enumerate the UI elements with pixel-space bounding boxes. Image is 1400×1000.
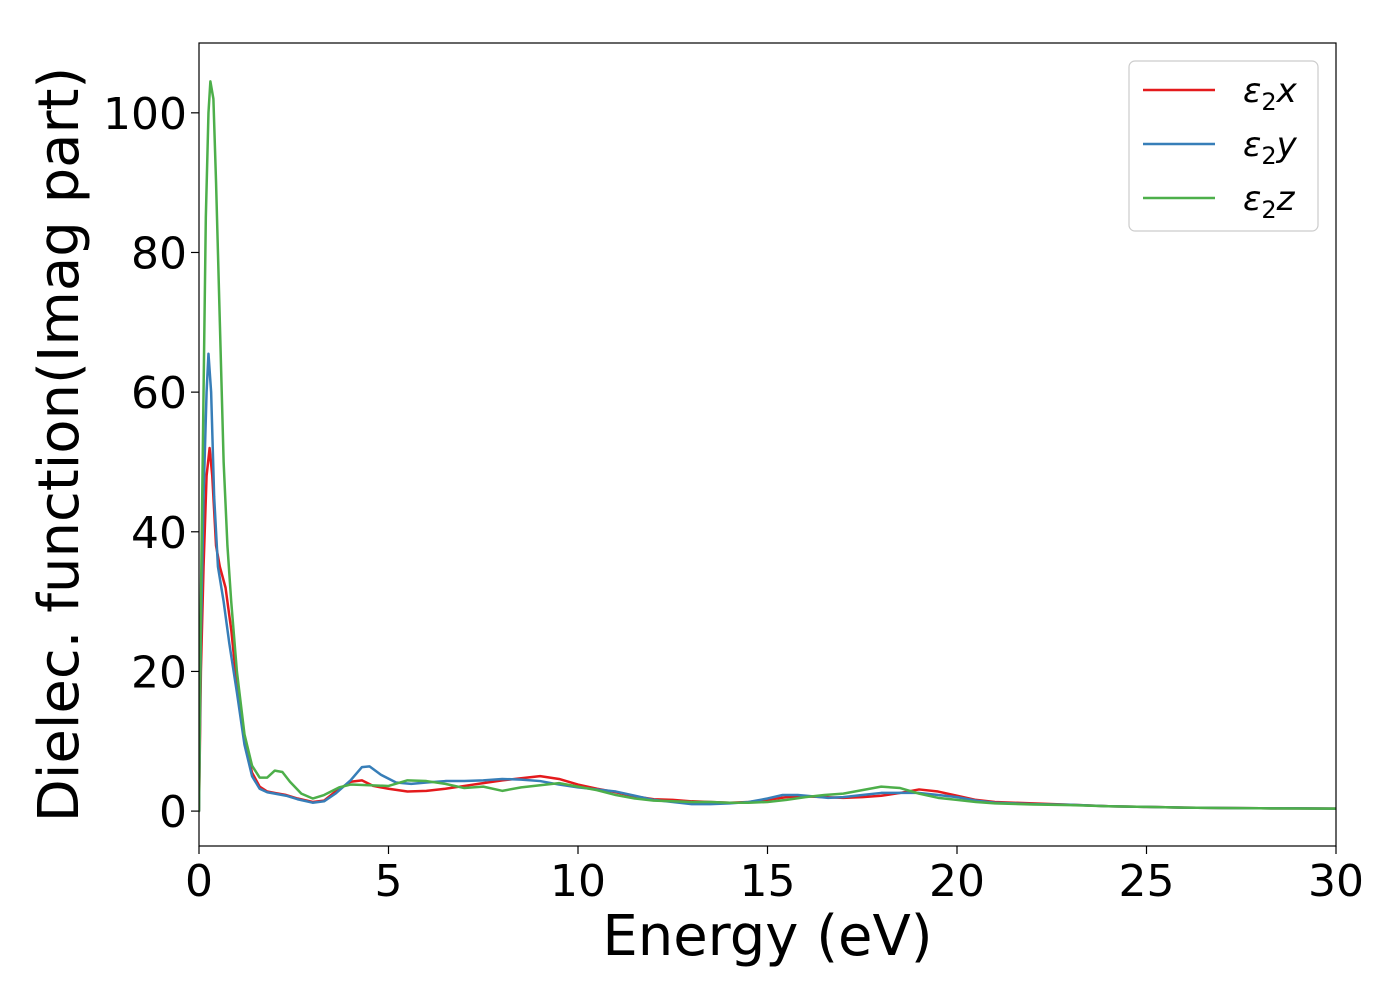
x-tick-label: 20 bbox=[929, 856, 985, 907]
x-tick-label: 30 bbox=[1308, 856, 1364, 907]
x-tick-label: 15 bbox=[740, 856, 796, 907]
x-tick-label: 0 bbox=[185, 856, 213, 907]
legend-box bbox=[1128, 60, 1319, 232]
series-line-y bbox=[199, 352, 1336, 813]
y-tick-label: 80 bbox=[131, 228, 187, 279]
series-layer bbox=[199, 80, 1336, 813]
x-tick-label: 10 bbox=[550, 856, 606, 907]
x-axis: 0 5 10 15 20 25 30 bbox=[185, 846, 1364, 907]
y-tick-label: 60 bbox=[131, 368, 187, 419]
y-tick-label: 40 bbox=[131, 508, 187, 559]
x-axis-title: Energy (eV) bbox=[602, 904, 932, 969]
legend: ε2x ε2y ε2z bbox=[1128, 60, 1319, 232]
y-tick-label: 20 bbox=[131, 647, 187, 698]
legend-label: ε2y bbox=[1243, 125, 1298, 170]
y-tick-label: 100 bbox=[103, 89, 187, 140]
y-axis: 0 20 40 60 80 100 bbox=[103, 89, 199, 838]
x-tick-label: 25 bbox=[1119, 856, 1175, 907]
legend-label: ε2z bbox=[1243, 179, 1296, 224]
series-line-z bbox=[199, 80, 1336, 813]
y-axis-title: Dielec. function(Imag part) bbox=[27, 67, 92, 823]
legend-label: ε2x bbox=[1243, 71, 1298, 116]
y-tick-label: 0 bbox=[159, 787, 187, 838]
x-tick-label: 5 bbox=[375, 856, 403, 907]
